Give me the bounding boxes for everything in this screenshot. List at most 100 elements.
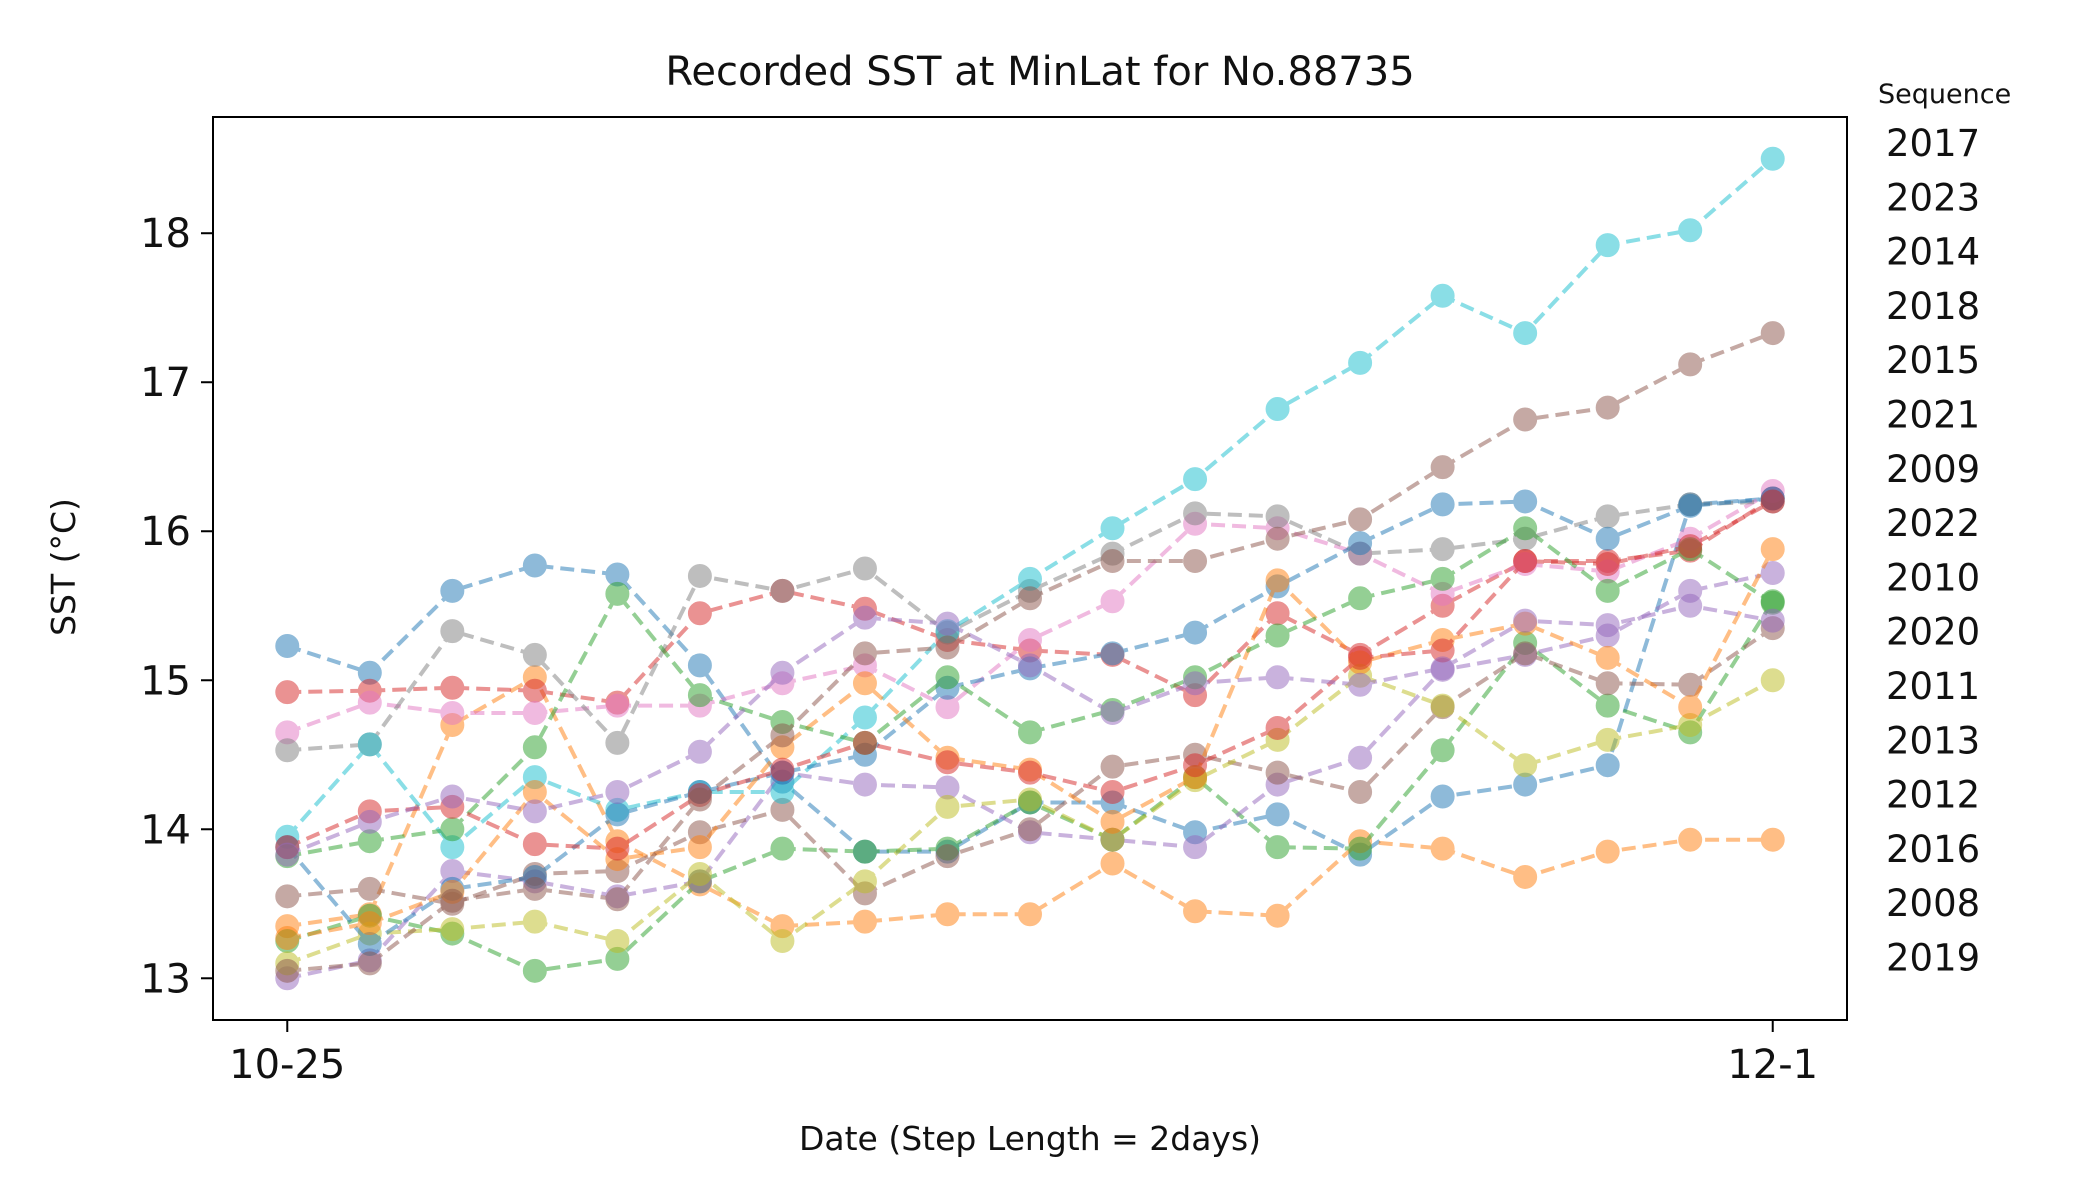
data-point <box>605 929 630 954</box>
data-point <box>1760 489 1785 514</box>
data-point <box>1265 601 1290 626</box>
legend-entry: 2013 <box>1886 719 1980 762</box>
data-point <box>687 861 712 886</box>
y-axis-label: SST (°C) <box>44 498 83 636</box>
data-point <box>522 678 547 703</box>
data-point <box>522 909 547 934</box>
data-point <box>440 578 465 603</box>
data-point <box>1595 233 1620 258</box>
data-point <box>357 809 382 834</box>
y-axis: 13 14 15 16 17 18 <box>140 211 213 1002</box>
legend-entry: 2017 <box>1886 122 1980 165</box>
series-layer <box>275 146 1785 991</box>
data-point <box>1760 560 1785 585</box>
data-point <box>357 732 382 757</box>
data-point <box>1595 613 1620 638</box>
y-tick-label: 18 <box>140 211 191 257</box>
data-point <box>852 705 877 730</box>
x-tick-label: 12-1 <box>1727 1042 1818 1088</box>
data-point <box>275 884 300 909</box>
data-point <box>357 951 382 976</box>
plot-area <box>275 146 1785 991</box>
data-point <box>275 680 300 705</box>
data-point <box>1265 835 1290 860</box>
data-point <box>852 909 877 934</box>
data-point <box>1595 753 1620 778</box>
x-tick-label: 10-25 <box>229 1042 345 1088</box>
data-point <box>1100 549 1125 574</box>
data-point <box>1183 671 1208 696</box>
data-point <box>1430 656 1455 681</box>
data-point <box>1265 526 1290 551</box>
data-point <box>1018 628 1042 653</box>
data-point <box>1348 507 1373 532</box>
data-point <box>1183 501 1208 526</box>
data-point <box>1100 851 1125 876</box>
x-axis-label: Date (Step Length = 2days) <box>799 1119 1261 1158</box>
data-point <box>1265 760 1290 785</box>
data-point <box>1265 397 1290 422</box>
data-point <box>1678 695 1703 720</box>
data-point <box>1430 455 1455 480</box>
data-point <box>1595 645 1620 670</box>
legend-title: Sequence <box>1878 79 2011 110</box>
data-point <box>1760 608 1785 633</box>
data-point <box>935 794 960 819</box>
data-point <box>1348 645 1373 670</box>
data-point <box>522 735 547 760</box>
legend-entry: 2015 <box>1886 339 1980 382</box>
data-point <box>522 642 547 667</box>
data-point <box>1265 715 1290 740</box>
data-point <box>1595 552 1620 577</box>
data-point <box>1678 827 1703 852</box>
data-point <box>1018 817 1042 842</box>
y-tick-label: 13 <box>140 956 191 1002</box>
data-point <box>1100 809 1125 834</box>
data-point <box>522 701 547 726</box>
data-point <box>687 787 712 812</box>
data-point <box>935 635 960 660</box>
data-point <box>770 757 795 782</box>
data-point <box>1678 352 1703 377</box>
data-point <box>522 876 547 901</box>
data-point <box>605 836 630 861</box>
data-point <box>1760 146 1785 171</box>
data-point <box>687 653 712 678</box>
legend-entry: 2016 <box>1886 828 1980 871</box>
data-point <box>687 835 712 860</box>
data-point <box>605 730 630 755</box>
data-point <box>1018 902 1042 927</box>
data-point <box>1183 467 1208 492</box>
data-point <box>852 730 877 755</box>
legend: Sequence 2017 2023 2014 2018 2015 2021 2009 202… <box>1878 79 2011 980</box>
data-point <box>1348 350 1373 375</box>
data-point <box>1348 745 1373 770</box>
data-point <box>935 844 960 869</box>
data-point <box>1595 526 1620 551</box>
data-point <box>852 869 877 894</box>
data-point <box>1100 589 1125 614</box>
data-point <box>935 750 960 775</box>
data-point <box>1430 693 1455 718</box>
data-point <box>1183 753 1208 778</box>
data-point <box>770 660 795 685</box>
y-tick-label: 16 <box>140 509 191 555</box>
data-point <box>1265 568 1290 593</box>
data-point <box>605 581 630 606</box>
y-tick-label: 14 <box>140 807 191 853</box>
legend-entry: 2010 <box>1886 556 1980 599</box>
data-point <box>1430 492 1455 517</box>
data-point <box>357 911 382 936</box>
chart-title: Recorded SST at MinLat for No.88735 <box>665 49 1414 95</box>
data-point <box>1348 780 1373 805</box>
data-point <box>1595 839 1620 864</box>
data-point <box>522 553 547 578</box>
data-point <box>1595 578 1620 603</box>
data-point <box>1678 218 1703 243</box>
data-point <box>1100 780 1125 805</box>
data-point <box>1430 738 1455 763</box>
data-point <box>1183 899 1208 924</box>
data-point <box>1430 784 1455 809</box>
data-point <box>1513 516 1538 541</box>
data-point <box>522 958 547 983</box>
